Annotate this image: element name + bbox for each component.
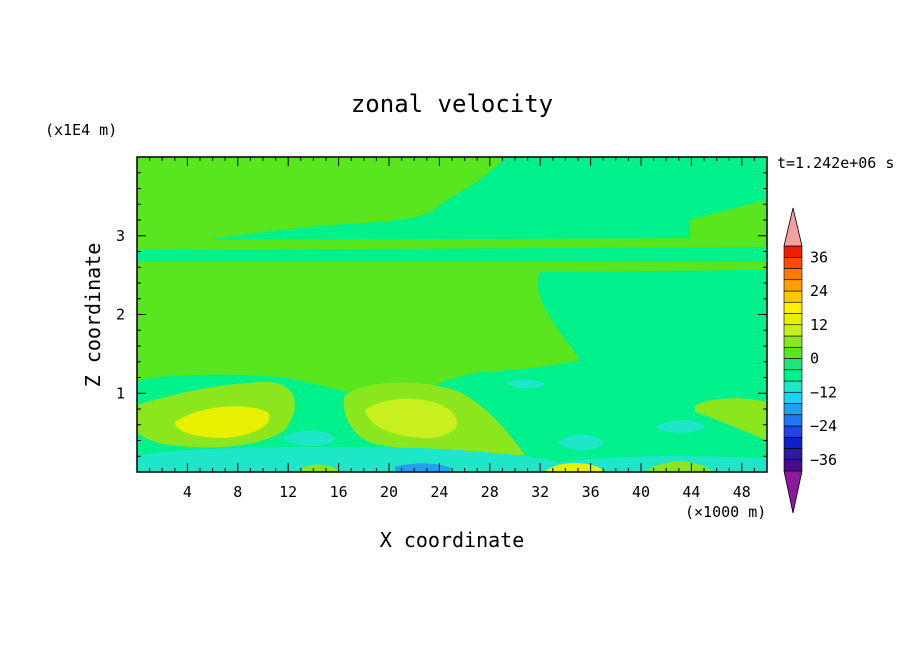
colorbar-swatch (783, 301, 803, 314)
right-surface-green (645, 461, 712, 472)
colorbar-swatch (783, 380, 803, 393)
colorbar-swatch (783, 358, 803, 371)
colorbar-label: 12 (810, 316, 828, 334)
right-lower-cyan (655, 420, 705, 433)
colorbar-swatch (783, 290, 803, 303)
x-tick-label: 12 (279, 483, 297, 501)
colorbar-swatch (783, 436, 803, 449)
colorbar-swatch (783, 369, 803, 382)
colorbar-label: 24 (810, 282, 828, 300)
colorbar-swatch (783, 335, 803, 348)
upper-green-band (137, 157, 505, 245)
y-unit-label: (x1E4 m) (45, 121, 117, 139)
central-green-tongue (137, 262, 767, 405)
x-tick-label: 28 (481, 483, 499, 501)
x-tick-label: 40 (632, 483, 650, 501)
colorbar-over-arrow (783, 207, 803, 247)
colorbar-swatch (783, 245, 803, 258)
colorbar-swatch (783, 414, 803, 427)
x-tick-label: 8 (233, 483, 242, 501)
y-tick-label: 1 (116, 384, 125, 402)
colorbar-swatch (783, 448, 803, 461)
colorbar-swatch (783, 391, 803, 404)
x-tick-label: 24 (430, 483, 448, 501)
y-tick-label: 2 (116, 306, 125, 324)
center-jet-core (365, 398, 458, 438)
colorbar-under-arrow (783, 470, 803, 514)
colorbar-swatch (783, 324, 803, 337)
near-surface-cyan (137, 446, 767, 472)
colorbar-swatch (783, 279, 803, 292)
colorbar-swatch (783, 346, 803, 359)
mid-left-cyan (282, 430, 336, 447)
middle-stripe (137, 238, 767, 250)
right-surface-yellow (545, 463, 605, 472)
colorbar-label: −36 (810, 451, 837, 469)
x-tick-label: 32 (531, 483, 549, 501)
colorbar-swatch (783, 425, 803, 438)
x-tick-label: 16 (330, 483, 348, 501)
y-axis-label: Z coordinate (81, 243, 105, 388)
x-tick-label: 44 (682, 483, 700, 501)
colorbar-label: 36 (810, 248, 828, 266)
mid-right-cyan (558, 434, 604, 451)
colorbar-swatch (783, 459, 803, 472)
surface-green-left (298, 464, 340, 472)
right-upper-cyan (505, 379, 545, 389)
colorbar-label: −24 (810, 417, 837, 435)
x-axis: 4 8 12 16 20 24 28 32 36 40 44 48 (149, 157, 755, 501)
time-label: t=1.242e+06 s (777, 154, 894, 172)
colorbar-swatch (783, 313, 803, 326)
x-unit-label: (×1000 m) (685, 503, 766, 521)
x-tick-label: 20 (380, 483, 398, 501)
right-upper-patch (690, 200, 767, 240)
y-tick-label: 3 (116, 227, 125, 245)
chart-title: zonal velocity (351, 90, 553, 118)
x-tick-label: 4 (183, 483, 192, 501)
colorbar-swatch (783, 256, 803, 269)
colorbar-swatch (783, 268, 803, 281)
left-jet-core (175, 406, 270, 438)
colorbar-swatch (783, 403, 803, 416)
colorbar-label: −12 (810, 383, 837, 401)
right-edge-jet (695, 398, 767, 440)
near-surface-blue (395, 463, 450, 472)
y-axis: 1 2 3 (116, 172, 767, 457)
x-axis-label: X coordinate (380, 528, 525, 552)
x-tick-label: 36 (582, 483, 600, 501)
colorbar: 36 24 12 0 −12 −24 −36 (783, 207, 837, 514)
x-tick-label: 48 (733, 483, 751, 501)
colorbar-label: 0 (810, 350, 819, 368)
plot-area (136, 156, 768, 473)
